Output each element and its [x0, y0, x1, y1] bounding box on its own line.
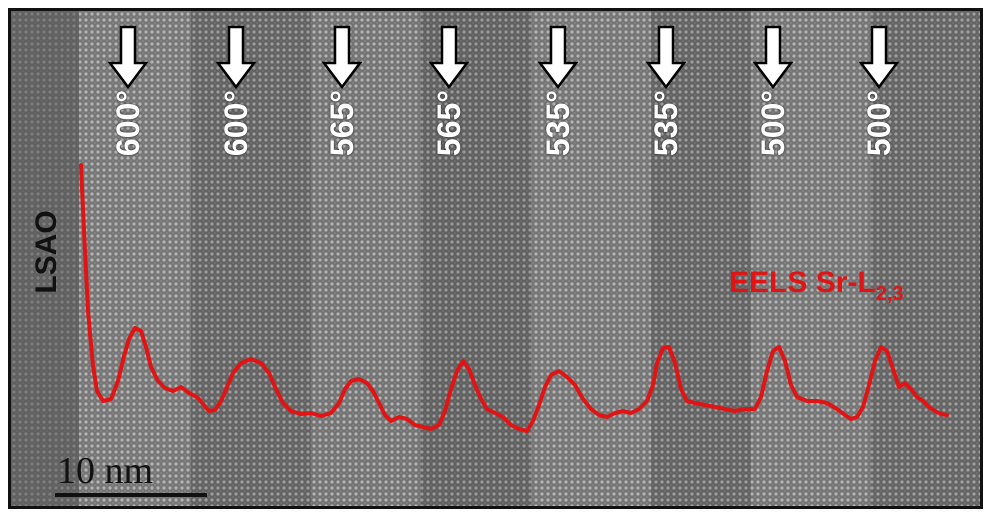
temperature-label: 500° — [861, 89, 897, 157]
lattice-overlay — [11, 11, 980, 506]
temperature-label: 565° — [324, 89, 360, 157]
layer-band — [311, 11, 421, 506]
down-arrow-icon — [215, 25, 257, 90]
scalebar-text: 10 nm — [57, 450, 154, 492]
eels-label-subscript: 2,3 — [875, 283, 904, 305]
eels-profile-line — [79, 163, 949, 433]
stem-lattice-image — [11, 11, 980, 506]
layer-band — [79, 11, 191, 506]
temperature-label: 500° — [755, 89, 791, 157]
down-arrow-icon — [107, 25, 149, 90]
layer-band — [191, 11, 311, 506]
down-arrow-icon — [858, 25, 900, 90]
eels-profile-label: EELS Sr-L2,3 — [729, 266, 904, 306]
temperature-label: 535° — [648, 89, 684, 157]
layer-band — [651, 11, 751, 506]
eels-label-main: EELS Sr-L — [729, 266, 876, 299]
scalebar-line — [55, 493, 207, 497]
temperature-label: 535° — [540, 89, 576, 157]
substrate-label: LSAO — [30, 210, 63, 294]
temperature-label: 600° — [110, 89, 146, 157]
arrow-layer — [107, 25, 900, 90]
down-arrow-icon — [645, 25, 687, 90]
stem-image-frame: 600° 600° 565° 565° 535° 535° 500° 500° LSAO EE… — [8, 8, 983, 509]
down-arrow-icon — [752, 25, 794, 90]
down-arrow-icon — [537, 25, 579, 90]
layer-band — [751, 11, 871, 506]
temperature-label: 565° — [431, 89, 467, 157]
temperature-label: 600° — [218, 89, 254, 157]
down-arrow-icon — [321, 25, 363, 90]
layer-band — [871, 11, 980, 506]
down-arrow-icon — [428, 25, 470, 90]
layer-bands — [79, 11, 980, 506]
substrate-region — [11, 11, 79, 506]
layer-band — [531, 11, 651, 506]
